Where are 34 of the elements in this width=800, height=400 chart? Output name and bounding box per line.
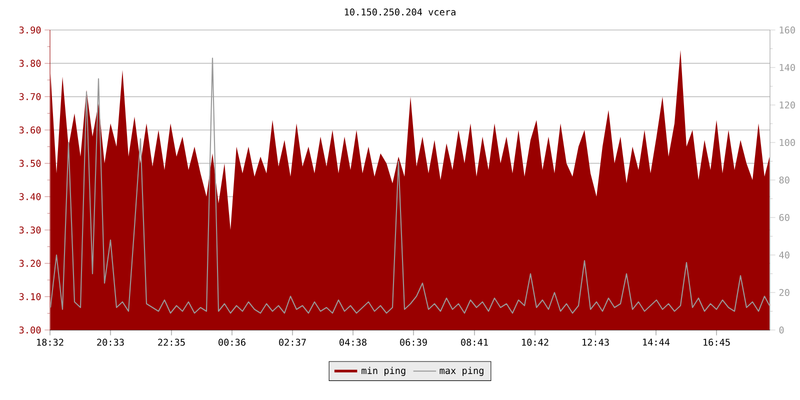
y-tick-label: 3.10 xyxy=(19,293,41,300)
x-tick-label: 14:44 xyxy=(643,338,670,346)
y2-tick-label: 0 xyxy=(779,326,784,334)
y2-tick-label: 80 xyxy=(779,176,790,184)
y-tick-label: 3.80 xyxy=(19,60,41,67)
y-tick-label: 3.30 xyxy=(19,226,41,234)
y-tick-label: 3.70 xyxy=(19,93,41,100)
legend-label: max ping xyxy=(440,366,484,376)
y-tick-label: 3.90 xyxy=(19,26,41,34)
y-tick-label: 3.40 xyxy=(19,193,41,200)
y2-tick-label: 120 xyxy=(780,101,795,109)
y2-tick-label: 100 xyxy=(780,138,795,146)
y2-tick-label: 160 xyxy=(780,26,795,34)
y2-tick-label: 60 xyxy=(779,214,790,222)
x-tick-label: 12:43 xyxy=(582,338,609,346)
y-tick-label: 3.20 xyxy=(19,260,41,267)
x-tick-label: 06:39 xyxy=(400,338,427,346)
y2-tick-label: 40 xyxy=(779,251,790,259)
x-tick-label: 02:37 xyxy=(279,338,306,346)
x-tick-label: 10:42 xyxy=(522,338,548,346)
x-tick-label: 04:38 xyxy=(340,338,366,346)
legend-label: min ping xyxy=(362,366,406,376)
y2-tick-label: 20 xyxy=(779,288,790,296)
y2-tick-label: 140 xyxy=(780,64,795,72)
x-tick-label: 20:33 xyxy=(97,338,124,346)
x-tick-label: 16:45 xyxy=(704,338,730,346)
y-tick-label: 3.50 xyxy=(19,160,41,167)
x-tick-label: 22:35 xyxy=(158,338,185,346)
x-tick-label: 08:41 xyxy=(461,338,488,346)
y-tick-label: 3.60 xyxy=(19,126,41,134)
x-tick-label: 18:32 xyxy=(37,338,64,346)
x-tick-label: 00:36 xyxy=(218,338,246,346)
chart-title: 10.150.250.204 vcera xyxy=(344,8,456,16)
y-tick-label: 3.00 xyxy=(19,326,41,334)
